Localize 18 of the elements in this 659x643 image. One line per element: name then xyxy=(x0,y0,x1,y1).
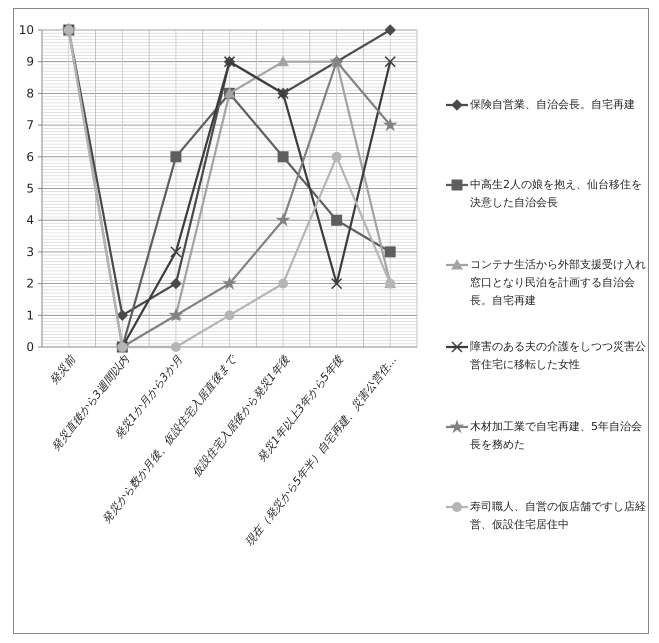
legend-label: 木材加工業で自宅再建、5年自治会長を務めた xyxy=(470,419,643,453)
y-tick-label: 5 xyxy=(26,182,34,196)
legend-label: 障害のある夫の介護をしつつ災害公営住宅に移転した女性 xyxy=(470,339,646,373)
legend-label: コンテナ生活から外部支援受け入れ窓口となり民泊を計画する自治会長。自宅再建 xyxy=(470,257,646,309)
y-tick-label: 9 xyxy=(26,54,34,69)
y-tick-label: 6 xyxy=(26,150,34,164)
y-tick-label: 3 xyxy=(26,244,34,259)
y-tick-label: 8 xyxy=(26,86,34,100)
y-tick-label: 4 xyxy=(26,213,34,228)
x-tick-label: 発災前 xyxy=(47,351,80,388)
legend-label: 中高生2人の娘を抱え、仙台移住を決意した自治会長 xyxy=(470,177,643,211)
legend-label: 寿司職人、自営の仮店舗ですし店経営、仮設住宅居住中 xyxy=(470,499,646,533)
y-tick-label: 2 xyxy=(26,276,34,291)
y-tick-label: 0 xyxy=(26,340,34,354)
y-tick-label: 10 xyxy=(18,23,34,37)
y-tick-label: 7 xyxy=(26,118,34,132)
legend-label: 保険自営業、自治会長。自宅再建 xyxy=(470,97,636,113)
y-tick-label: 1 xyxy=(26,308,34,322)
